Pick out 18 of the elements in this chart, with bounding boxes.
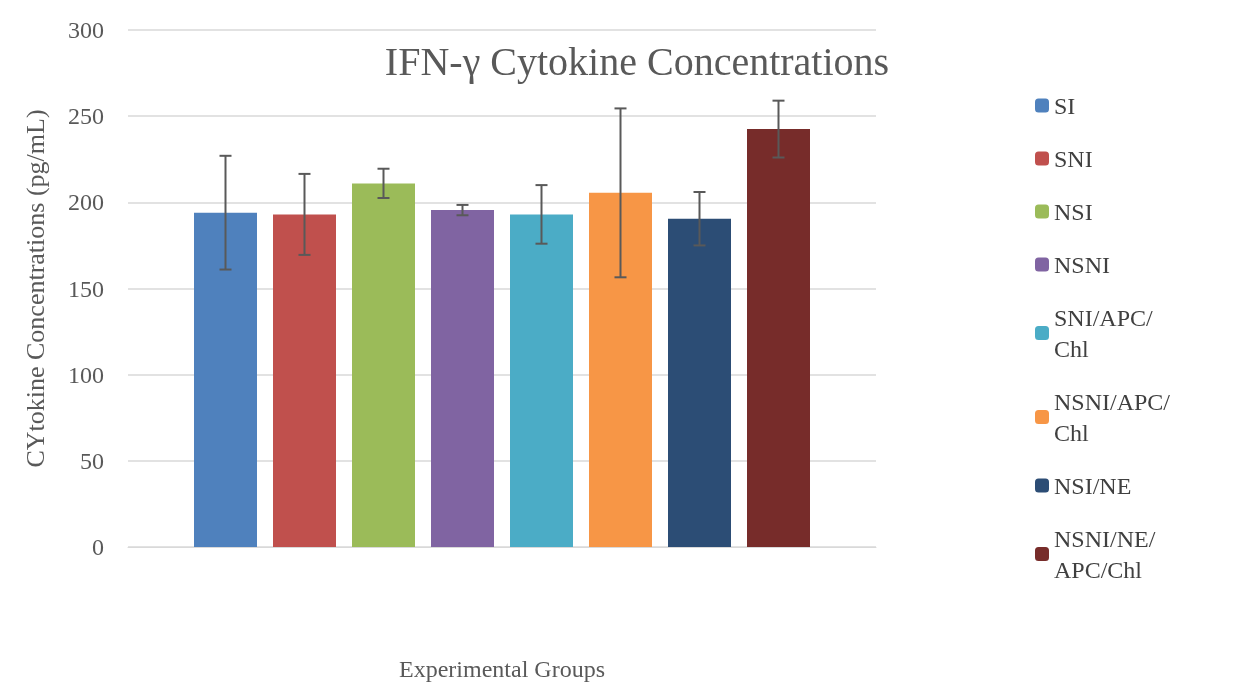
y-tick-label: 300 <box>68 17 104 43</box>
legend-label: NSNI/NE/APC/Chl <box>1054 525 1156 583</box>
x-axis-title: Experimental Groups <box>399 656 605 682</box>
chart-title: IFN-γ Cytokine Concentrations <box>384 38 890 84</box>
y-tick-label: 0 <box>92 534 104 560</box>
y-tick-label: 250 <box>68 103 104 130</box>
y-tick-label: 50 <box>80 447 104 474</box>
legend-label: SI <box>1054 92 1076 119</box>
y-axis-title: CYtokine Concentrations (pg/mL) <box>20 109 50 468</box>
y-tick-label: 100 <box>68 361 104 388</box>
legend-label: NSNI <box>1054 251 1111 278</box>
legend-label: NSI <box>1054 198 1093 225</box>
legend-label: SNI <box>1054 145 1093 172</box>
legend-label: NSNI/APC/Chl <box>1054 388 1171 446</box>
y-tick-label: 150 <box>68 275 104 302</box>
legend-label: SNI/APC/Chl <box>1054 304 1154 362</box>
y-tick-label: 200 <box>68 189 104 216</box>
legend-label: NSI/NE <box>1054 472 1132 499</box>
